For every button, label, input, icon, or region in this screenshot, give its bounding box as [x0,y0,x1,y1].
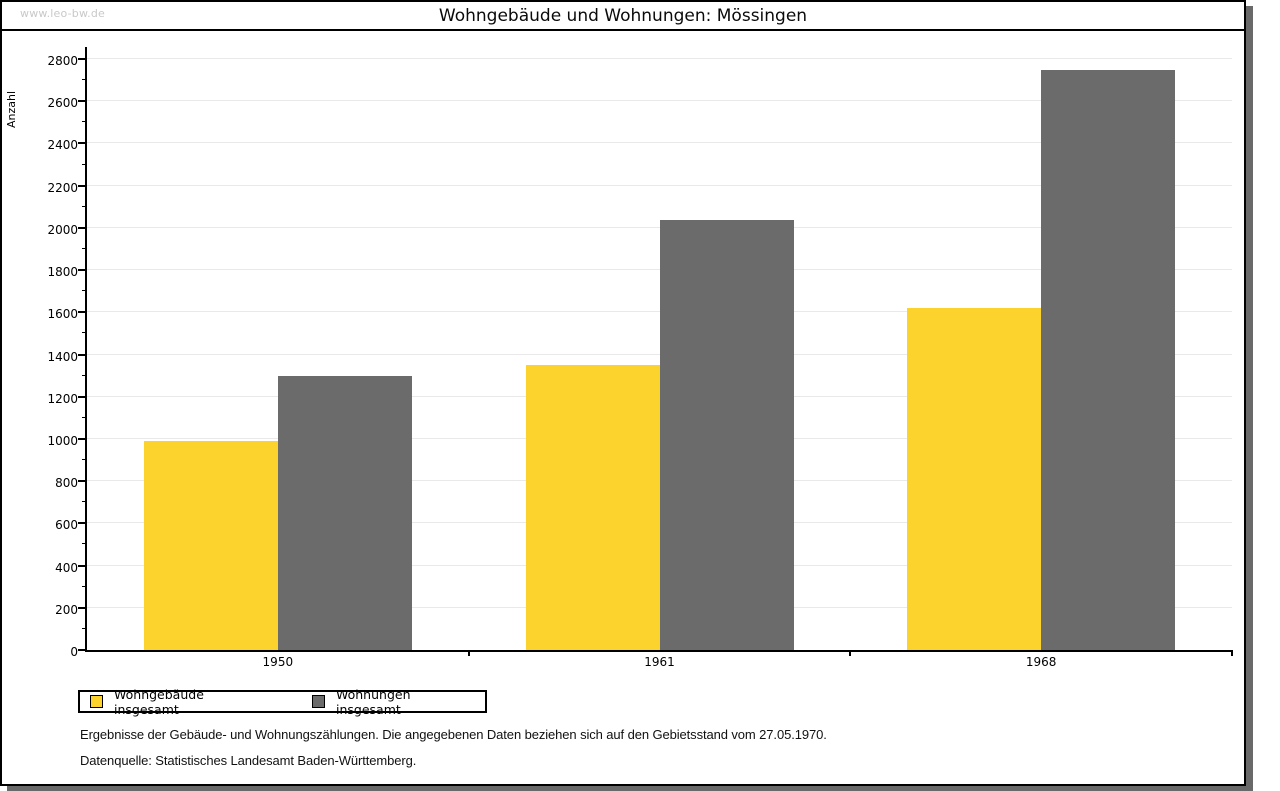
source-note: Datenquelle: Statistisches Landesamt Bad… [80,753,417,768]
legend-label-wohnungen: Wohnungen insgesamt [335,686,411,717]
y-axis-tick-label: 2400 [47,138,78,153]
chart-header: www.leo-bw.de Wohngebäude und Wohnungen:… [2,2,1244,31]
y-axis-tick-label: 1400 [47,349,78,364]
y-axis-tick [78,606,87,609]
footnote: Ergebnisse der Gebäude- und Wohnungszähl… [80,727,827,742]
y-axis-tick-label: 0 [70,645,78,659]
chart-frame: www.leo-bw.de Wohngebäude und Wohnungen:… [0,0,1246,786]
bar-wohngebaeude-1961 [525,365,660,650]
y-axis-tick-label: 2600 [47,96,78,111]
page-title: Wohngebäude und Wohnungen: Mössingen [438,6,808,26]
y-axis-minor-tick [82,205,87,207]
y-axis-minor-tick [82,79,87,81]
y-axis-tick-label: 2800 [47,54,78,68]
bar-wohnungen-1961 [659,220,794,650]
y-axis-tick-label: 1800 [47,265,78,280]
legend-swatch-wohnungen [311,695,325,708]
y-axis-tick-label: 200 [55,602,78,617]
x-axis-label: 1961 [644,655,675,669]
y-axis-tick [78,564,87,567]
legend-label-wohngebaeude: Wohngebäude insgesamt [114,686,204,717]
bar-wohnungen-1968 [1041,69,1176,650]
x-axis-tick [1231,650,1233,656]
y-axis-minor-tick [82,163,87,165]
y-axis-tick [78,437,87,440]
y-axis-tick [78,100,87,103]
y-axis-tick [78,269,87,272]
y-axis-tick [78,353,87,356]
legend-item-wohnungen: Wohnungen insgesamt [311,686,475,717]
x-axis-label: 1968 [1025,655,1057,669]
bar-wohngebaeude-1968 [907,308,1042,650]
y-axis-tick [78,142,87,145]
y-axis-tick-label: 1000 [47,433,78,448]
y-axis-tick [78,649,87,651]
y-axis-tick-label: 600 [55,518,78,533]
y-axis-tick-label: 800 [55,476,78,491]
y-axis-tick-label: 2000 [47,222,78,237]
y-axis-minor-tick [82,585,87,587]
y-axis-tick-label: 400 [55,560,78,575]
y-axis-tick [78,184,87,187]
legend: Wohngebäude insgesamt Wohnungen insgesam… [78,687,487,717]
y-axis-tick [78,58,87,60]
gridline [87,58,1232,59]
y-axis-minor-tick [82,543,87,545]
gridline [87,142,1232,144]
legend-item-wohngebaeude: Wohngebäude insgesamt [90,687,268,717]
y-axis-tick [78,395,87,398]
y-axis-minor-tick [82,627,87,629]
x-axis-tick [849,650,852,656]
plot-area: 1950 1961 1968 [78,47,1233,669]
y-axis-tick [78,311,87,314]
gridline [87,100,1232,102]
y-axis-tick-label: 1200 [47,391,78,406]
watermark: www.leo-bw.de [20,7,106,20]
y-axis-title: Anzahl [5,90,18,128]
y-axis-tick [78,522,87,525]
x-axis-tick [467,650,470,656]
legend-swatch-wohngebaeude [90,695,103,708]
bar-wohnungen-1950 [277,375,412,650]
y-axis-minor-tick [82,247,87,249]
y-axis-minor-tick [82,416,87,418]
y-axis-tick [78,480,87,483]
y-axis-minor-tick [82,374,87,376]
x-axis-label: 1950 [262,655,294,669]
y-axis-tick-label: 1600 [47,307,78,322]
y-axis-tick [78,226,87,229]
y-axis-tick-label: 2200 [47,180,78,195]
y-axis-minor-tick [82,459,87,461]
y-axis-minor-tick [82,121,87,123]
y-axis-minor-tick [82,501,87,503]
gridline [87,184,1232,186]
bar-wohngebaeude-1950 [143,441,278,650]
y-axis-minor-tick [82,332,87,334]
y-axis-minor-tick [82,290,87,292]
